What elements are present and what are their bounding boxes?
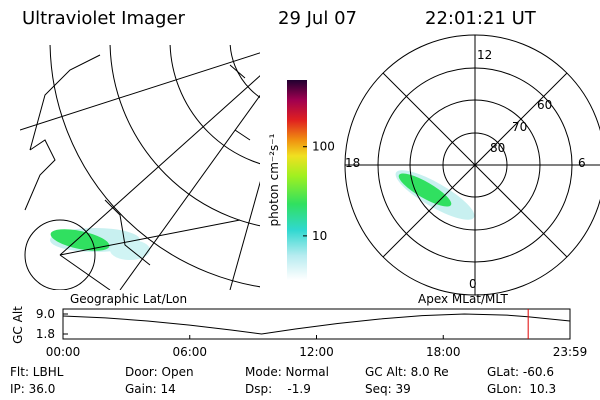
x-tick-label: 23:59 [553,345,588,359]
panel-label: Apex MLat/MLT [418,292,508,306]
lat-label: 70 [512,120,527,134]
info-field: Flt: LBHL [10,365,64,379]
title: Ultraviolet Imager [22,8,186,29]
info-field: Gain: 14 [125,382,176,396]
panel-label: Geographic Lat/Lon [70,292,187,306]
plot-frame [62,308,571,340]
info-field: Door: Open [125,365,194,379]
info-field: GLat: -60.6 [487,365,554,379]
x-tick-label: 18:00 [426,345,461,359]
hour-label: 6 [578,156,586,170]
lat-label: 80 [490,141,505,155]
hour-label: 0 [469,277,477,291]
info-field: Dsp: -1.9 [245,382,311,396]
date: 29 Jul 07 [278,8,357,29]
lat-label: 60 [537,98,552,112]
info-field: GC Alt: 8.0 Re [365,365,449,379]
x-tick-label: 00:00 [46,345,81,359]
info-field: IP: 36.0 [10,382,55,396]
polar-plot: 12 6 18 0 60 70 80 [344,34,600,296]
colorbar [287,80,307,280]
colorbar-tick-label: 10 [312,229,327,243]
info-field: GLon: 10.3 [487,382,556,396]
y-tick-label: 9.0 [36,307,55,321]
colorbar-label: photon cm⁻²s⁻¹ [267,133,281,226]
x-tick-label: 06:00 [172,345,207,359]
time: 22:01:21 UT [425,8,537,29]
y-axis-label: GC Alt [11,306,25,344]
info-field: Mode: Normal [245,365,329,379]
y-tick-label: 1.8 [36,327,55,341]
geo-map [20,45,260,290]
x-tick-label: 12:00 [299,345,334,359]
altitude-line [62,313,571,335]
colorbar-tick-label: 100 [312,140,335,154]
hour-label: 12 [477,48,492,62]
hour-label: 18 [345,156,360,170]
info-field: Seq: 39 [365,382,411,396]
